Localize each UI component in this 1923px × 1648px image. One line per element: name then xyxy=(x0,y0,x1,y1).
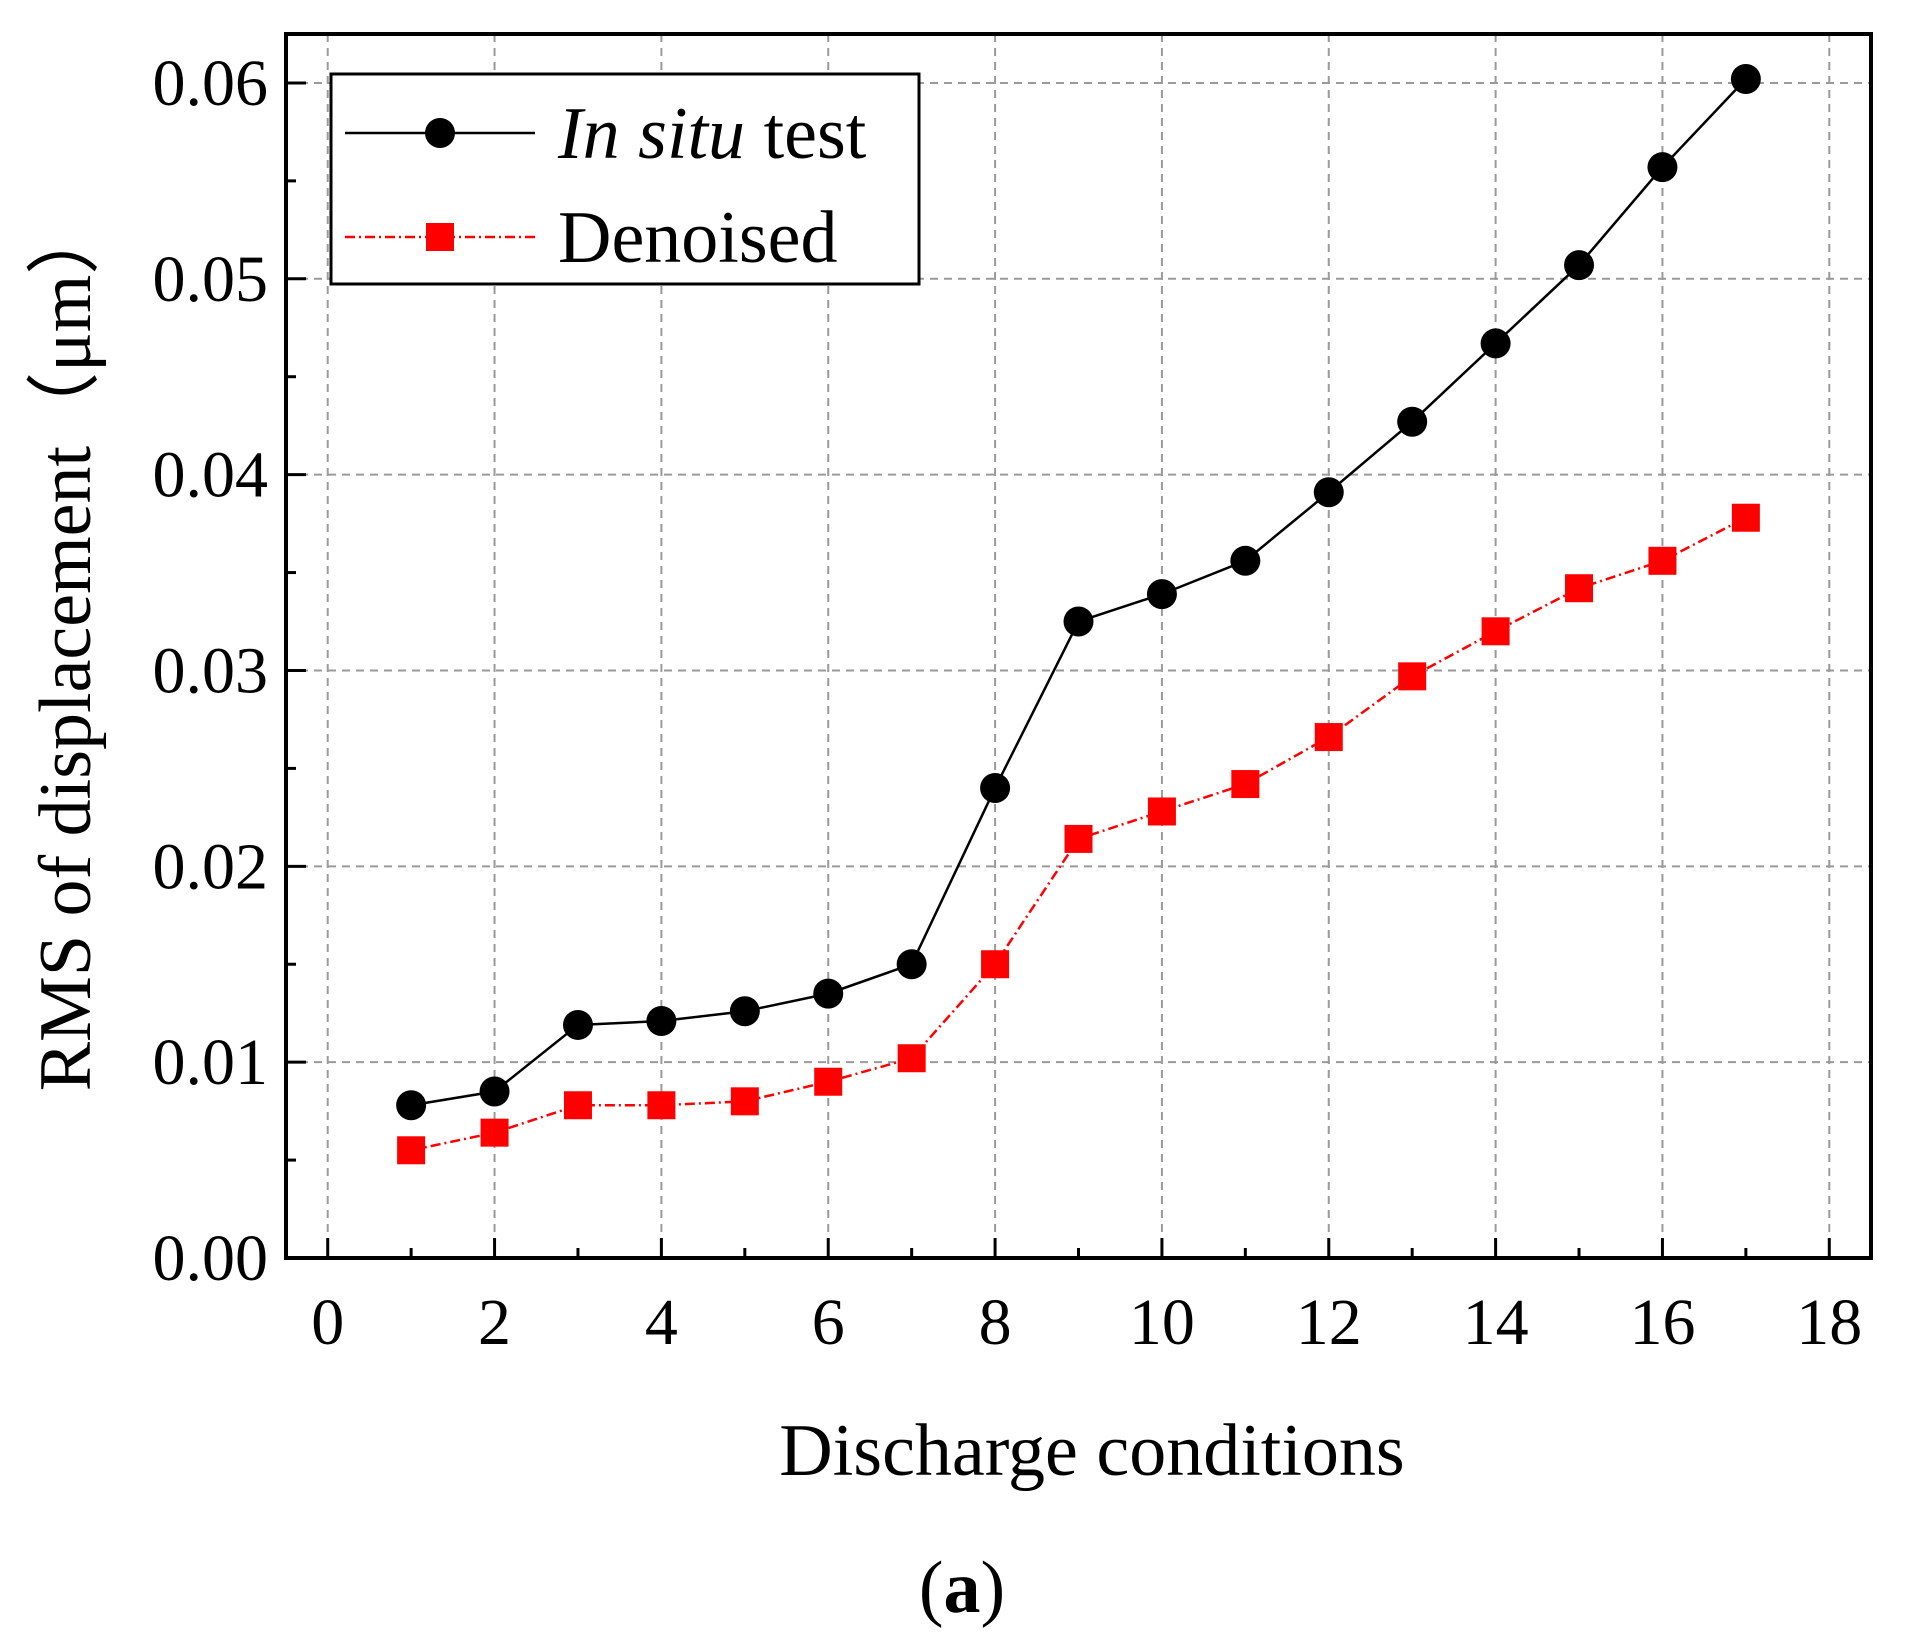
x-tick-label: 18 xyxy=(1796,1286,1862,1359)
data-point-denoised xyxy=(1231,770,1260,799)
data-point-denoised xyxy=(730,1087,759,1116)
legend-marker-denoised xyxy=(426,223,454,251)
figure-caption: (a) xyxy=(919,1547,1005,1629)
x-tick-label: 12 xyxy=(1296,1286,1362,1359)
data-point-denoised xyxy=(563,1091,592,1120)
x-tick-label: 4 xyxy=(645,1286,678,1359)
data-point-in-situ xyxy=(1146,579,1177,610)
data-point-denoised xyxy=(397,1136,426,1165)
y-tick-label: 0.05 xyxy=(153,243,269,316)
data-point-in-situ xyxy=(896,949,927,980)
legend-label-in-situ: In situ test xyxy=(557,93,867,175)
data-point-denoised xyxy=(1648,546,1677,575)
y-tick-label: 0.04 xyxy=(153,439,269,512)
data-point-in-situ xyxy=(1647,152,1678,183)
y-tick-label: 0.06 xyxy=(153,47,269,120)
data-point-denoised xyxy=(480,1118,509,1147)
data-point-in-situ xyxy=(1564,250,1595,281)
data-point-in-situ xyxy=(729,996,760,1027)
legend-marker-in-situ xyxy=(425,118,455,148)
data-point-in-situ xyxy=(813,978,844,1009)
data-point-denoised xyxy=(647,1091,676,1120)
legend: In situ test Denoised xyxy=(329,72,921,286)
data-point-denoised xyxy=(1731,503,1760,532)
data-point-in-situ xyxy=(562,1009,593,1040)
caption-letter: a xyxy=(944,1547,981,1629)
data-point-in-situ xyxy=(1313,477,1344,508)
y-tick-label: 0.03 xyxy=(153,634,269,707)
data-point-in-situ xyxy=(1480,328,1511,359)
data-point-denoised xyxy=(814,1067,843,1096)
y-tick-label: 0.01 xyxy=(153,1026,269,1099)
data-point-denoised xyxy=(1064,824,1093,853)
data-point-denoised xyxy=(1398,662,1427,691)
data-point-denoised xyxy=(1147,797,1176,826)
x-tick-label: 10 xyxy=(1129,1286,1195,1359)
series-layer xyxy=(396,64,1761,1165)
data-point-denoised xyxy=(897,1044,926,1073)
x-axis-title: Discharge conditions xyxy=(779,1410,1404,1492)
y-tick-label: 0.02 xyxy=(153,830,269,903)
data-point-denoised xyxy=(1314,723,1343,752)
x-tick-label: 6 xyxy=(812,1286,845,1359)
data-point-in-situ xyxy=(479,1076,510,1107)
caption-close: ) xyxy=(981,1547,1006,1629)
plot-area-frame xyxy=(284,32,1873,1260)
x-tick-label: 14 xyxy=(1463,1286,1529,1359)
legend-label-denoised: Denoised xyxy=(558,197,838,279)
caption-open: ( xyxy=(919,1547,944,1629)
x-tick-label: 8 xyxy=(979,1286,1012,1359)
data-point-in-situ xyxy=(1397,406,1428,437)
data-point-denoised xyxy=(981,950,1010,979)
data-point-in-situ xyxy=(1230,545,1261,576)
legend-label-in-situ-rest: test xyxy=(745,93,867,175)
tick-layer: 0 2 4 6 8 10 12 14 16 18 0.00 0.01 0.02 0.03 0.04 0.05 0… xyxy=(153,47,1863,1359)
x-tick-label: 2 xyxy=(478,1286,511,1359)
data-point-denoised xyxy=(1565,574,1594,603)
data-point-denoised xyxy=(1481,617,1510,646)
x-tick-label: 0 xyxy=(311,1286,344,1359)
y-tick-label: 0.00 xyxy=(153,1222,269,1295)
data-point-in-situ xyxy=(396,1090,427,1121)
legend-label-in-situ-italic: In situ xyxy=(557,93,745,175)
y-axis-title: RMS of displacement（μm） xyxy=(25,201,107,1092)
x-tick-label: 16 xyxy=(1629,1286,1695,1359)
data-point-in-situ xyxy=(1063,606,1094,637)
legend-box xyxy=(329,72,921,286)
data-point-in-situ xyxy=(1730,64,1761,95)
data-point-in-situ xyxy=(980,772,1011,803)
data-point-in-situ xyxy=(646,1006,677,1037)
